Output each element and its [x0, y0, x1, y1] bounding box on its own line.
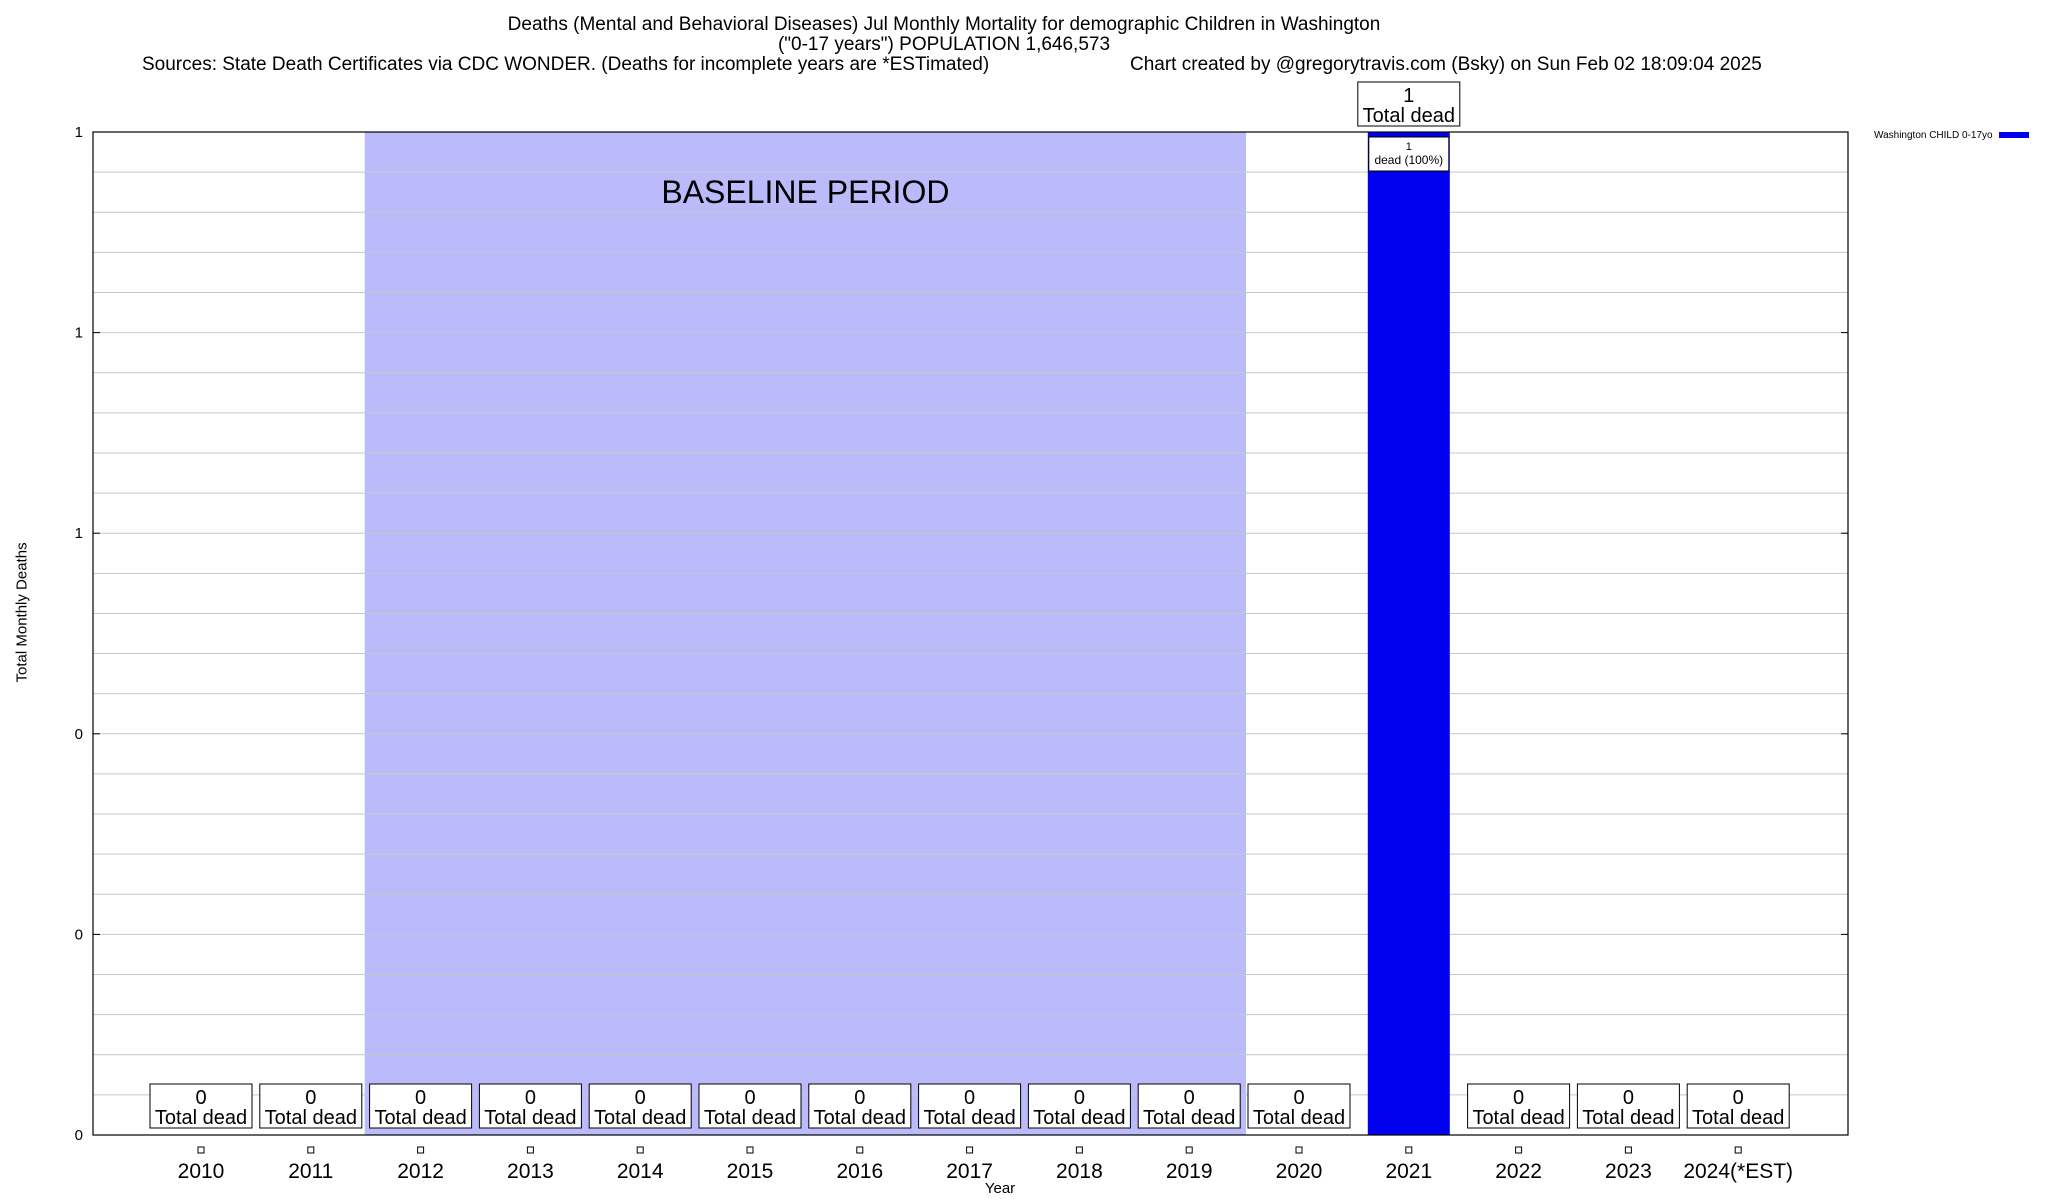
- x-tick-marker: [1515, 1146, 1523, 1154]
- legend: Washington CHILD 0-17yo: [1874, 130, 2029, 141]
- total-dead-count: 0: [1513, 1087, 1524, 1109]
- x-tick-marker: [966, 1146, 974, 1154]
- bar-label-box: [1368, 136, 1450, 172]
- total-dead-count: 0: [1293, 1087, 1304, 1109]
- x-tick-label: 2011: [288, 1160, 333, 1183]
- x-tick-label: 2016: [836, 1160, 883, 1183]
- total-dead-box: [149, 1083, 253, 1129]
- x-tick-marker: [1624, 1146, 1632, 1154]
- total-dead-count: 0: [744, 1087, 755, 1109]
- x-tick-marker: [417, 1146, 425, 1154]
- baseline-region: [364, 132, 1247, 1135]
- bar-2021: [1367, 132, 1450, 1135]
- total-dead-count: 0: [525, 1087, 536, 1109]
- x-tick-label: 2013: [507, 1160, 554, 1183]
- x-tick-marker: [636, 1146, 644, 1154]
- total-dead-count: 0: [305, 1087, 316, 1109]
- total-dead-label: Total dead: [484, 1107, 576, 1129]
- total-dead-box: [1357, 81, 1461, 127]
- x-tick-label: 2017: [946, 1160, 993, 1183]
- total-dead-label: Total dead: [1692, 1107, 1784, 1129]
- x-tick-label: 2010: [178, 1160, 225, 1183]
- x-tick-label: 2023: [1605, 1160, 1652, 1183]
- total-dead-count: 0: [1623, 1087, 1634, 1109]
- plot-frame: [92, 131, 1849, 1136]
- x-axis-label: Year: [984, 1180, 1016, 1197]
- x-tick-marker: [526, 1146, 534, 1154]
- x-tick-marker: [197, 1146, 205, 1154]
- total-dead-box: [1137, 1083, 1241, 1129]
- x-tick-marker: [1295, 1146, 1303, 1154]
- total-dead-count: 0: [415, 1087, 426, 1109]
- total-dead-label: Total dead: [1363, 105, 1455, 127]
- x-tick-marker: [1075, 1146, 1083, 1154]
- total-dead-box: [1247, 1083, 1351, 1129]
- total-dead-label: Total dead: [1253, 1107, 1345, 1129]
- total-dead-label: Total dead: [1033, 1107, 1125, 1129]
- total-dead-box: [1467, 1083, 1571, 1129]
- bar-label-count: 1: [1406, 141, 1412, 153]
- chart-credit: Chart created by @gregorytravis.com (Bsk…: [1130, 54, 1762, 75]
- total-dead-label: Total dead: [1143, 1107, 1235, 1129]
- total-dead-box: [478, 1083, 582, 1129]
- total-dead-box: [588, 1083, 692, 1129]
- chart-subtitle: ("0-17 years") POPULATION 1,646,573: [777, 34, 1111, 55]
- total-dead-box: [918, 1083, 1022, 1129]
- x-tick-marker: [746, 1146, 754, 1154]
- x-tick-marker: [1405, 1146, 1413, 1154]
- total-dead-label: Total dead: [814, 1107, 906, 1129]
- x-tick-label: 2018: [1056, 1160, 1103, 1183]
- x-tick-label: 2019: [1166, 1160, 1213, 1183]
- total-dead-count: 0: [635, 1087, 646, 1109]
- chart-sources: Sources: State Death Certificates via CD…: [142, 54, 990, 75]
- total-dead-count: 0: [1074, 1087, 1085, 1109]
- y-tick-label: 0: [75, 926, 83, 943]
- x-tick-marker: [1734, 1146, 1742, 1154]
- total-dead-label: Total dead: [1472, 1107, 1564, 1129]
- chart-title: Deaths (Mental and Behavioral Diseases) …: [507, 14, 1381, 35]
- x-tick-label: 2021: [1385, 1160, 1432, 1183]
- total-dead-box: [1686, 1083, 1790, 1129]
- total-dead-label: Total dead: [1582, 1107, 1674, 1129]
- x-tick-marker: [1185, 1146, 1193, 1154]
- x-tick-label: 2015: [727, 1160, 774, 1183]
- total-dead-count: 0: [854, 1087, 865, 1109]
- total-dead-count: 0: [964, 1087, 975, 1109]
- bar-label-percent: dead (100%): [1374, 153, 1443, 167]
- total-dead-box: [808, 1083, 912, 1129]
- total-dead-label: Total dead: [923, 1107, 1015, 1129]
- total-dead-label: Total dead: [704, 1107, 796, 1129]
- y-tick-label: 1: [75, 525, 83, 542]
- y-tick-label: 1: [75, 124, 83, 141]
- total-dead-count: 1: [1403, 85, 1414, 107]
- total-dead-count: 0: [1184, 1087, 1195, 1109]
- total-dead-label: Total dead: [594, 1107, 686, 1129]
- x-tick-marker: [856, 1146, 864, 1154]
- total-dead-box: [1027, 1083, 1131, 1129]
- baseline-label: BASELINE PERIOD: [661, 174, 949, 210]
- total-dead-count: 0: [1733, 1087, 1744, 1109]
- legend-label: Washington CHILD 0-17yo: [1874, 130, 1993, 141]
- total-dead-label: Total dead: [374, 1107, 466, 1129]
- total-dead-box: [259, 1083, 363, 1129]
- y-tick-label: 1: [75, 325, 83, 342]
- x-tick-label: 2014: [617, 1160, 664, 1183]
- total-dead-label: Total dead: [265, 1107, 357, 1129]
- total-dead-box: [1576, 1083, 1680, 1129]
- x-tick-label: 2024(*EST): [1683, 1160, 1793, 1183]
- x-tick-label: 2020: [1276, 1160, 1323, 1183]
- total-dead-box: [369, 1083, 473, 1129]
- total-dead-label: Total dead: [155, 1107, 247, 1129]
- total-dead-count: 0: [195, 1087, 206, 1109]
- total-dead-box: [698, 1083, 802, 1129]
- x-tick-marker: [307, 1146, 315, 1154]
- y-tick-label: 0: [75, 726, 83, 743]
- x-tick-label: 2012: [397, 1160, 444, 1183]
- legend-swatch: [1998, 132, 2029, 139]
- y-tick-label: 0: [75, 1127, 83, 1144]
- x-tick-label: 2022: [1495, 1160, 1542, 1183]
